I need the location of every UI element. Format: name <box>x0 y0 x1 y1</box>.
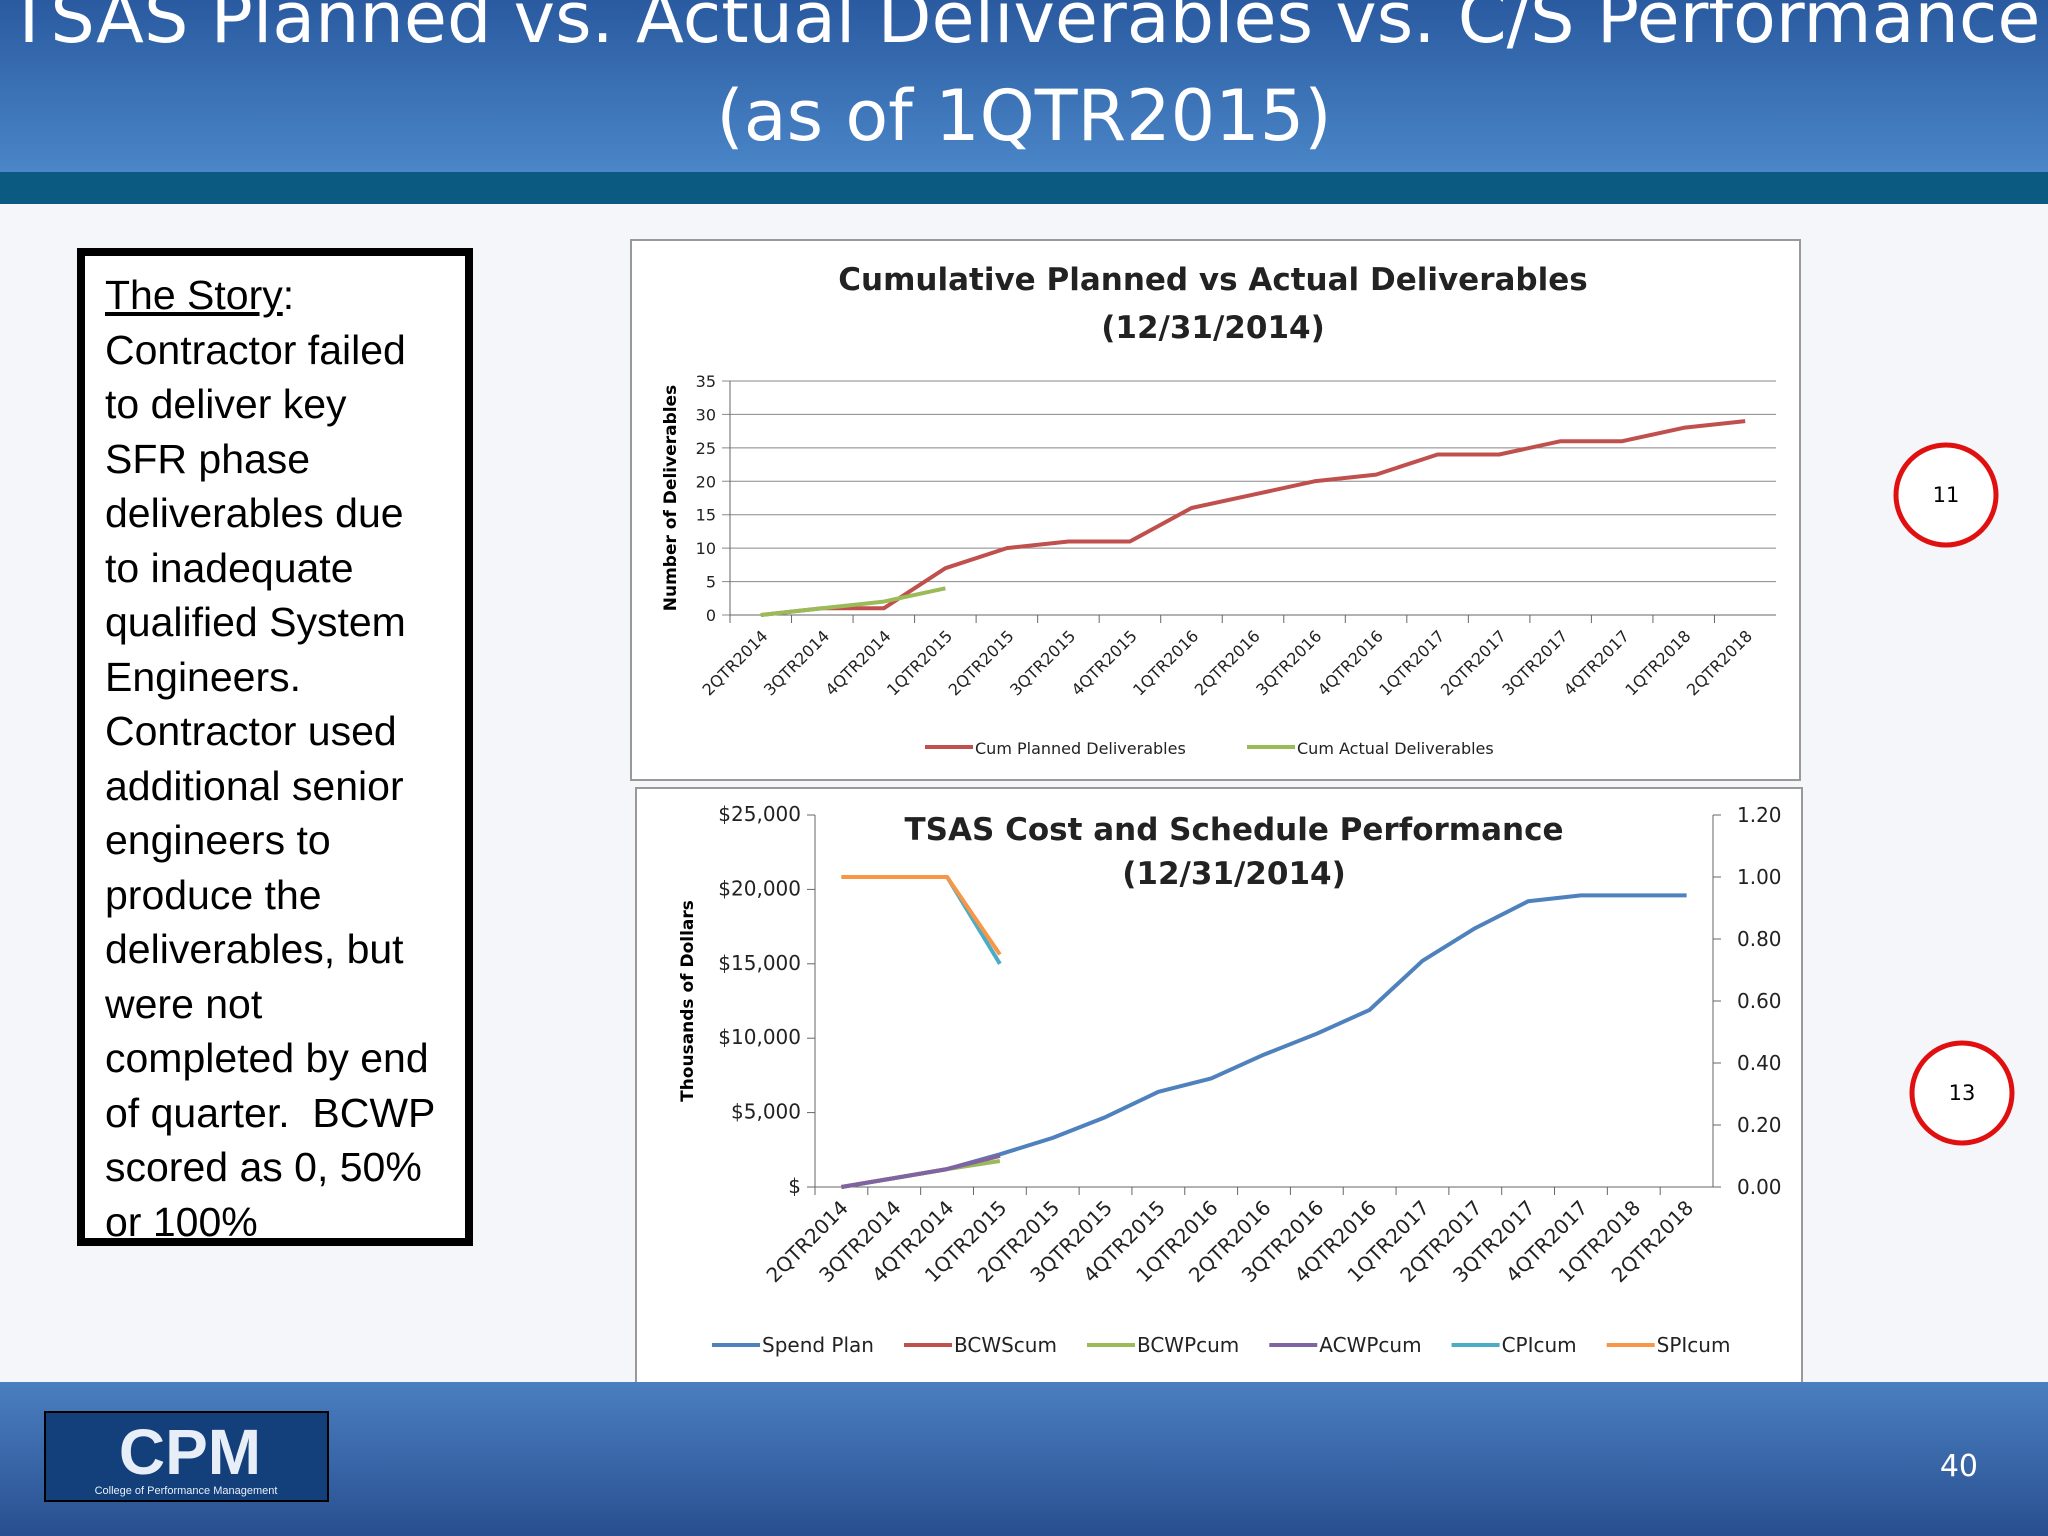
y2-tick-label: 1.20 <box>1737 803 1782 827</box>
marker-label: 11 <box>1933 483 1960 507</box>
series-line <box>760 419 1746 617</box>
story-heading-line: The Story: <box>105 268 465 323</box>
marker-label: 13 <box>1949 1081 1976 1105</box>
y-tick-label: $15,000 <box>718 951 801 975</box>
legend-label: Spend Plan <box>762 1333 874 1357</box>
series-line <box>841 875 1002 956</box>
logo-name: CPM <box>119 1416 261 1488</box>
legend-label: BCWScum <box>954 1333 1057 1357</box>
y-axis-label: Thousands of Dollars <box>678 900 698 1102</box>
y-tick-label: 30 <box>696 405 716 424</box>
story-line: qualified System <box>105 599 406 645</box>
story-line: completed by end <box>105 1035 429 1081</box>
story-line: of quarter. BCWP <box>105 1089 436 1136</box>
legend-label: BCWPcum <box>1137 1333 1239 1357</box>
chart-title: Cumulative Planned vs Actual Deliverable… <box>838 262 1587 298</box>
chart-frame <box>635 787 1803 1385</box>
story-line: Contractor used <box>105 708 397 754</box>
series-line <box>841 1153 1001 1189</box>
story-line: or 100% <box>105 1198 258 1245</box>
story-line: Engineers. <box>105 653 302 700</box>
slide-title: TSAS Planned vs. Actual Deliverables vs.… <box>7 0 2041 59</box>
y2-tick-label: 0.80 <box>1737 927 1782 951</box>
story-line: scored as 0, 50% <box>105 1144 422 1190</box>
series-line <box>760 586 946 617</box>
story-line: deliverables, but <box>105 926 404 972</box>
footer-band <box>0 1382 2048 1536</box>
legend-label: SPIcum <box>1657 1333 1731 1357</box>
story-line: engineers to <box>105 817 331 863</box>
y-tick-label: 10 <box>696 539 716 558</box>
chart-title: TSAS Cost and Schedule Performance <box>905 812 1564 848</box>
y-tick-label: $20,000 <box>718 876 801 900</box>
story-line: to deliver key <box>105 381 347 427</box>
legend-label: ACWPcum <box>1319 1333 1421 1357</box>
story-line: to inadequate <box>105 544 354 591</box>
y2-tick-label: 0.60 <box>1737 989 1782 1013</box>
y-tick-label: 0 <box>706 606 716 625</box>
y-tick-label: 35 <box>696 372 716 391</box>
marker-circle <box>1893 442 1999 548</box>
y2-tick-label: 0.40 <box>1737 1051 1782 1075</box>
story-line: additional senior <box>105 762 404 809</box>
y-tick-label: $ <box>788 1174 801 1198</box>
logo <box>44 1411 329 1502</box>
story-line: produce the <box>105 871 322 918</box>
story-colon: : <box>282 272 295 318</box>
y-axis-label: Number of Deliverables <box>661 385 681 611</box>
story-line: SFR phase <box>105 435 311 482</box>
logo-caption: College of Performance Management <box>95 1485 278 1497</box>
story-box: The Story: Contractor failed to deliver k… <box>77 248 473 1246</box>
page-number: 40 <box>1940 1449 1978 1484</box>
marker-circle <box>1909 1040 2015 1146</box>
story-line: deliverables due <box>105 490 404 536</box>
y2-tick-label: 0.20 <box>1737 1113 1782 1137</box>
legend-label: Cum Planned Deliverables <box>975 739 1186 758</box>
header-band <box>0 0 2048 172</box>
y-tick-label: 15 <box>696 506 716 525</box>
y-tick-label: 5 <box>706 573 716 592</box>
chart-frame <box>630 239 1801 781</box>
slide-title: (as of 1QTR2015) <box>716 75 1331 157</box>
chart-subtitle: (12/31/2014) <box>1101 310 1325 346</box>
y2-tick-label: 1.00 <box>1737 865 1782 889</box>
y-tick-label: 20 <box>696 472 716 491</box>
y-tick-label: 25 <box>696 439 716 458</box>
legend-label: CPIcum <box>1502 1333 1577 1357</box>
y2-tick-label: 0.00 <box>1737 1175 1782 1199</box>
story-line: were not <box>105 980 263 1027</box>
y-tick-label: $25,000 <box>718 802 801 826</box>
story-line: Contractor failed <box>105 326 406 373</box>
story-heading: The Story <box>105 272 283 318</box>
chart-subtitle: (12/31/2014) <box>1122 856 1346 892</box>
y-tick-label: $10,000 <box>718 1025 801 1049</box>
y-tick-label: $5,000 <box>731 1100 801 1124</box>
legend-label: Cum Actual Deliverables <box>1297 739 1494 758</box>
header-stripe <box>0 172 2048 204</box>
